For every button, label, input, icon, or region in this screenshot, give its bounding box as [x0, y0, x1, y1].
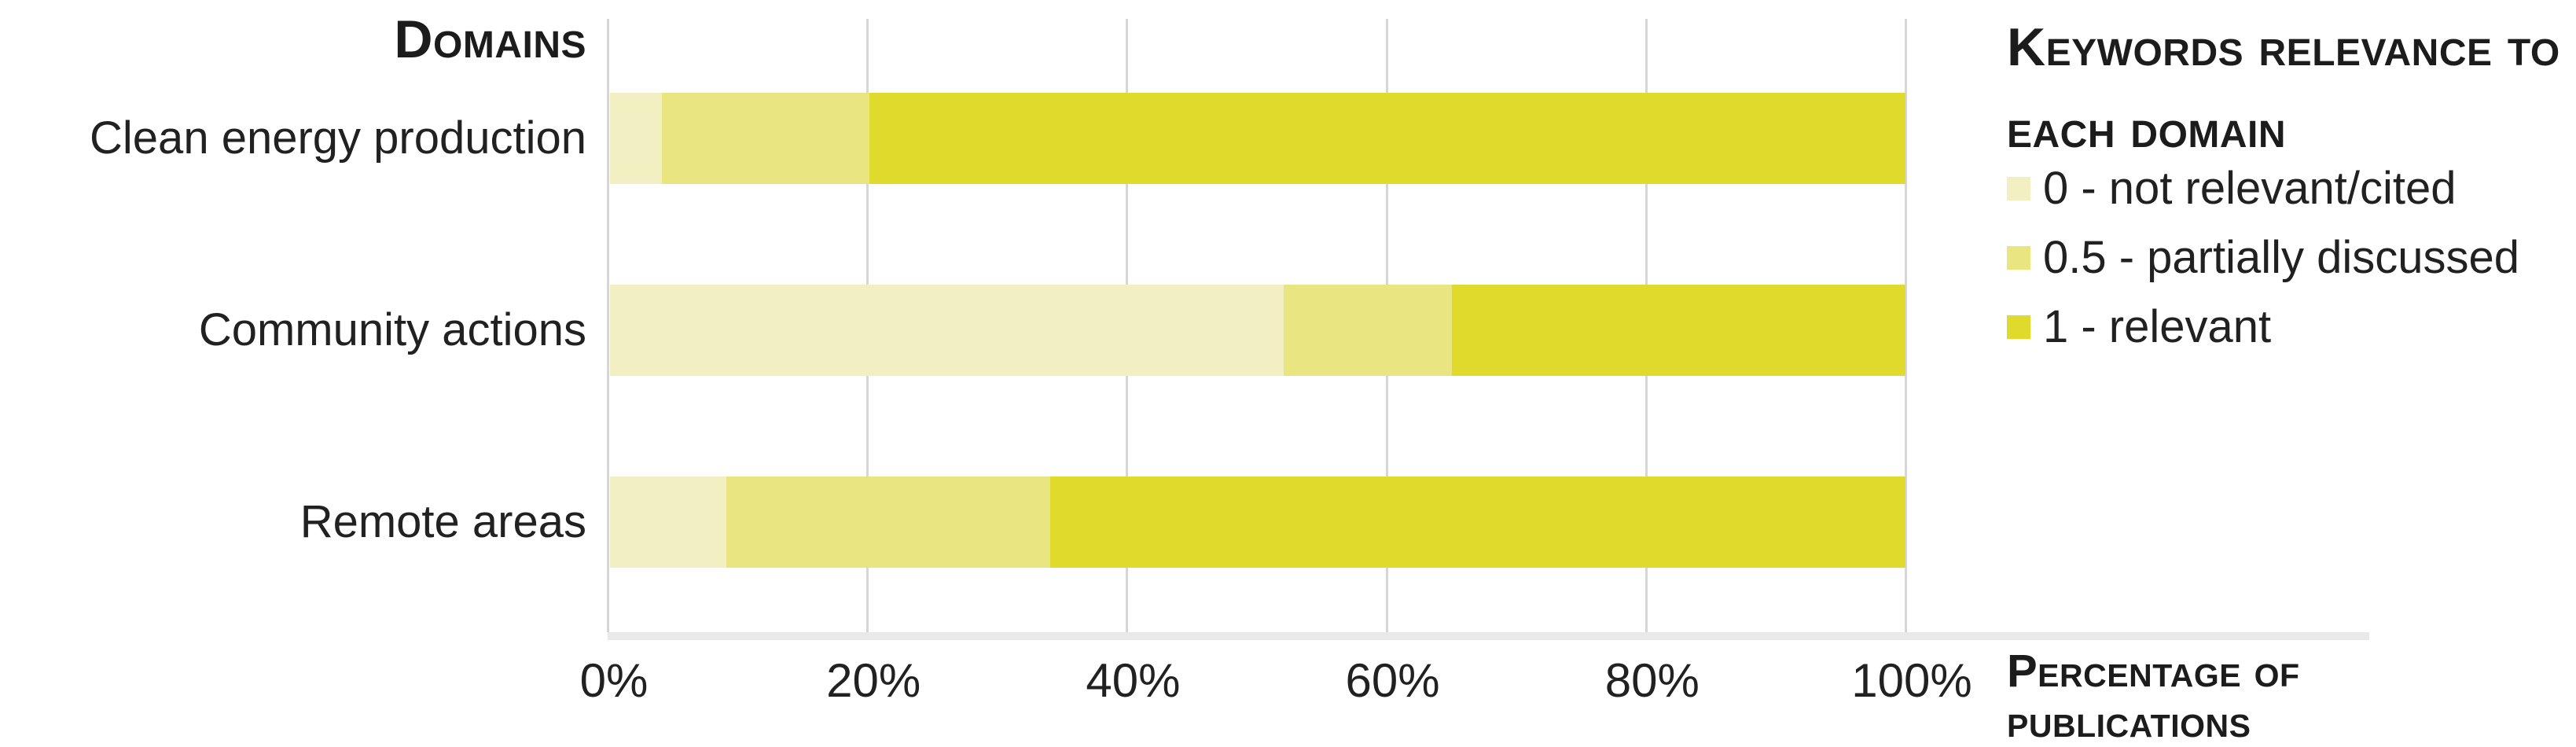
- bar-segment: [1283, 285, 1453, 376]
- legend-swatch-icon: [2007, 177, 2030, 201]
- x-tick-label: 60%: [1345, 654, 1440, 707]
- x-tick-label: 80%: [1604, 654, 1700, 707]
- x-tick-label: 0%: [579, 654, 649, 707]
- legend-item-label: 1 - relevant: [2043, 301, 2272, 352]
- bar-row: [610, 285, 1905, 376]
- category-label: Community actions: [198, 304, 586, 355]
- legend-item-label: 0 - not relevant/cited: [2043, 163, 2457, 214]
- bar-segment: [661, 93, 869, 184]
- x-tick-label: 100%: [1851, 654, 1972, 707]
- legend-title: Keywords relevance to each domain: [2007, 17, 2560, 159]
- x-axis-title: Percentage of publications: [2007, 646, 2300, 747]
- y-axis-title: Domains: [394, 9, 586, 69]
- legend-item: 1 - relevant: [2007, 293, 2576, 362]
- bar-segment: [869, 93, 1905, 184]
- bar-row: [610, 477, 1905, 568]
- legend-swatch-icon: [2007, 246, 2030, 270]
- bar-segment: [1050, 477, 1905, 568]
- bar-segment: [610, 93, 662, 184]
- legend: Keywords relevance to each domain 0 - no…: [2007, 6, 2573, 352]
- legend-item: 0.5 - partially discussed: [2007, 223, 2576, 293]
- grid-line-100%: [1905, 19, 1907, 632]
- legend-item: 0 - not relevant/cited: [2007, 154, 2576, 223]
- x-tick-label: 40%: [1086, 654, 1181, 707]
- category-label: Remote areas: [299, 496, 586, 547]
- category-label: Clean energy production: [90, 112, 586, 164]
- bar-row: [610, 93, 1905, 184]
- x-tick-label: 20%: [826, 654, 921, 707]
- legend-swatch-icon: [2007, 315, 2030, 339]
- grid-line-0%: [607, 19, 609, 632]
- bar-segment: [610, 285, 1284, 376]
- legend-item-label: 0.5 - partially discussed: [2043, 232, 2520, 283]
- x-axis-baseline: [608, 632, 2369, 640]
- bar-segment: [726, 477, 1051, 568]
- bar-segment: [610, 477, 727, 568]
- bar-segment: [1452, 285, 1905, 376]
- legend-items: 0 - not relevant/cited 0.5 - partially di…: [2007, 154, 2576, 362]
